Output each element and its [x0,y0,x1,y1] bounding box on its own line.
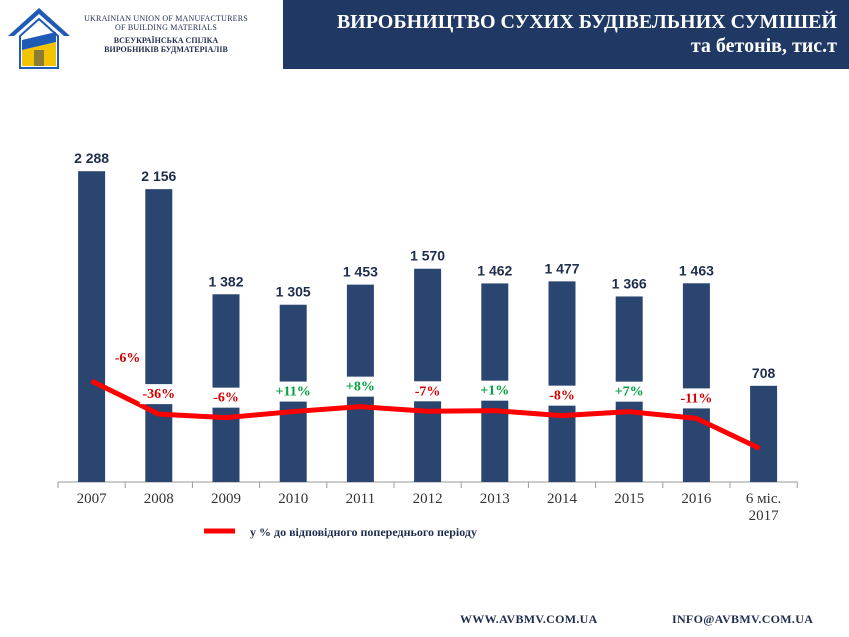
change-label-7: -8% [549,389,575,404]
bar-value-label-5: 1 570 [410,248,445,264]
page-title: ВИРОБНИЦТВО СУХИХ БУДІВЕЛЬНИХ СУМІШЕЙ [336,11,837,33]
change-label-bg-4 [345,376,376,397]
bar-value-label-8: 1 366 [612,275,647,291]
x-tick-label-7: 2014 [547,491,578,507]
change-label-5: -7% [415,384,441,399]
org-name-ua-line2: ВИРОБНИКІВ БУДМАТЕРІАЛІВ [104,45,228,54]
org-name-en-line2: OF BUILDING MATERIALS [115,23,217,32]
bar-value-label-6: 1 462 [477,262,512,278]
bar-value-label-3: 1 305 [276,284,311,300]
footer-website[interactable]: WWW.AVBMV.COM.UA [460,612,598,626]
x-tick-label-0: 2007 [77,491,108,507]
change-label-6: +1% [480,384,509,399]
bar-7 [548,281,576,482]
change-label-bg-1 [139,384,178,405]
x-tick-label-2: 2009 [211,491,241,507]
bar-value-label-0: 2 288 [74,150,109,166]
change-label-9: -11% [680,391,712,406]
legend-label: у % до відповідного попереднього періоду [250,525,477,539]
x-tick-label-3: 2010 [278,491,308,507]
x-tick-label-4: 2011 [346,491,375,507]
change-label-bg-2 [211,387,241,408]
change-label-bg-5 [412,381,443,402]
x-tick-label-8: 2015 [614,491,644,507]
x-tick-label-10: 6 міс. 2017 [746,491,781,524]
bar-9 [682,283,710,482]
bar-10 [750,385,778,482]
title-banner: ВИРОБНИЦТВО СУХИХ БУДІВЕЛЬНИХ СУМІШЕЙ та… [283,0,849,69]
change-label-0: -6% [115,351,141,366]
change-label-bg-8 [614,381,645,402]
change-label-bg-9 [677,388,716,409]
change-label-8: +7% [615,385,644,400]
bar-1 [145,189,173,483]
bar-value-label-7: 1 477 [544,260,579,276]
organization-name: UKRAINIAN UNION OF MANUFACTURERS OF BUIL… [78,14,254,54]
bar-value-label-2: 1 382 [208,273,243,289]
change-label-bg-0 [112,348,143,368]
bar-value-label-9: 1 463 [679,262,714,278]
bar-value-label-10: 708 [752,365,776,381]
x-tick-label-9: 2016 [681,491,712,507]
change-label-2: -6% [213,391,239,406]
bar-0 [78,171,106,483]
bar-5 [414,268,442,482]
change-label-bg-3 [274,381,313,402]
change-label-bg-7 [547,385,577,406]
page-subtitle: та бетонів, тис.т [690,35,837,57]
change-label-bg-6 [479,380,510,401]
x-tick-label-5: 2012 [413,491,443,507]
change-line [90,378,761,451]
org-name-ua-line1: ВСЕУКРАЇНСЬКА СПІЛКА [113,36,219,45]
change-label-1: -36% [142,387,175,402]
x-tick-label-1: 2008 [144,491,174,507]
union-logo [8,8,70,69]
footer-email[interactable]: INFO@AVBMV.COM.UA [672,612,814,626]
x-tick-label-6: 2013 [480,491,510,507]
change-label-3: +11% [276,385,311,400]
bar-value-label-4: 1 453 [343,264,378,280]
change-label-4: +8% [346,380,375,395]
org-name-en-line1: UKRAINIAN UNION OF MANUFACTURERS [84,14,248,23]
bar-value-label-1: 2 156 [141,168,176,184]
